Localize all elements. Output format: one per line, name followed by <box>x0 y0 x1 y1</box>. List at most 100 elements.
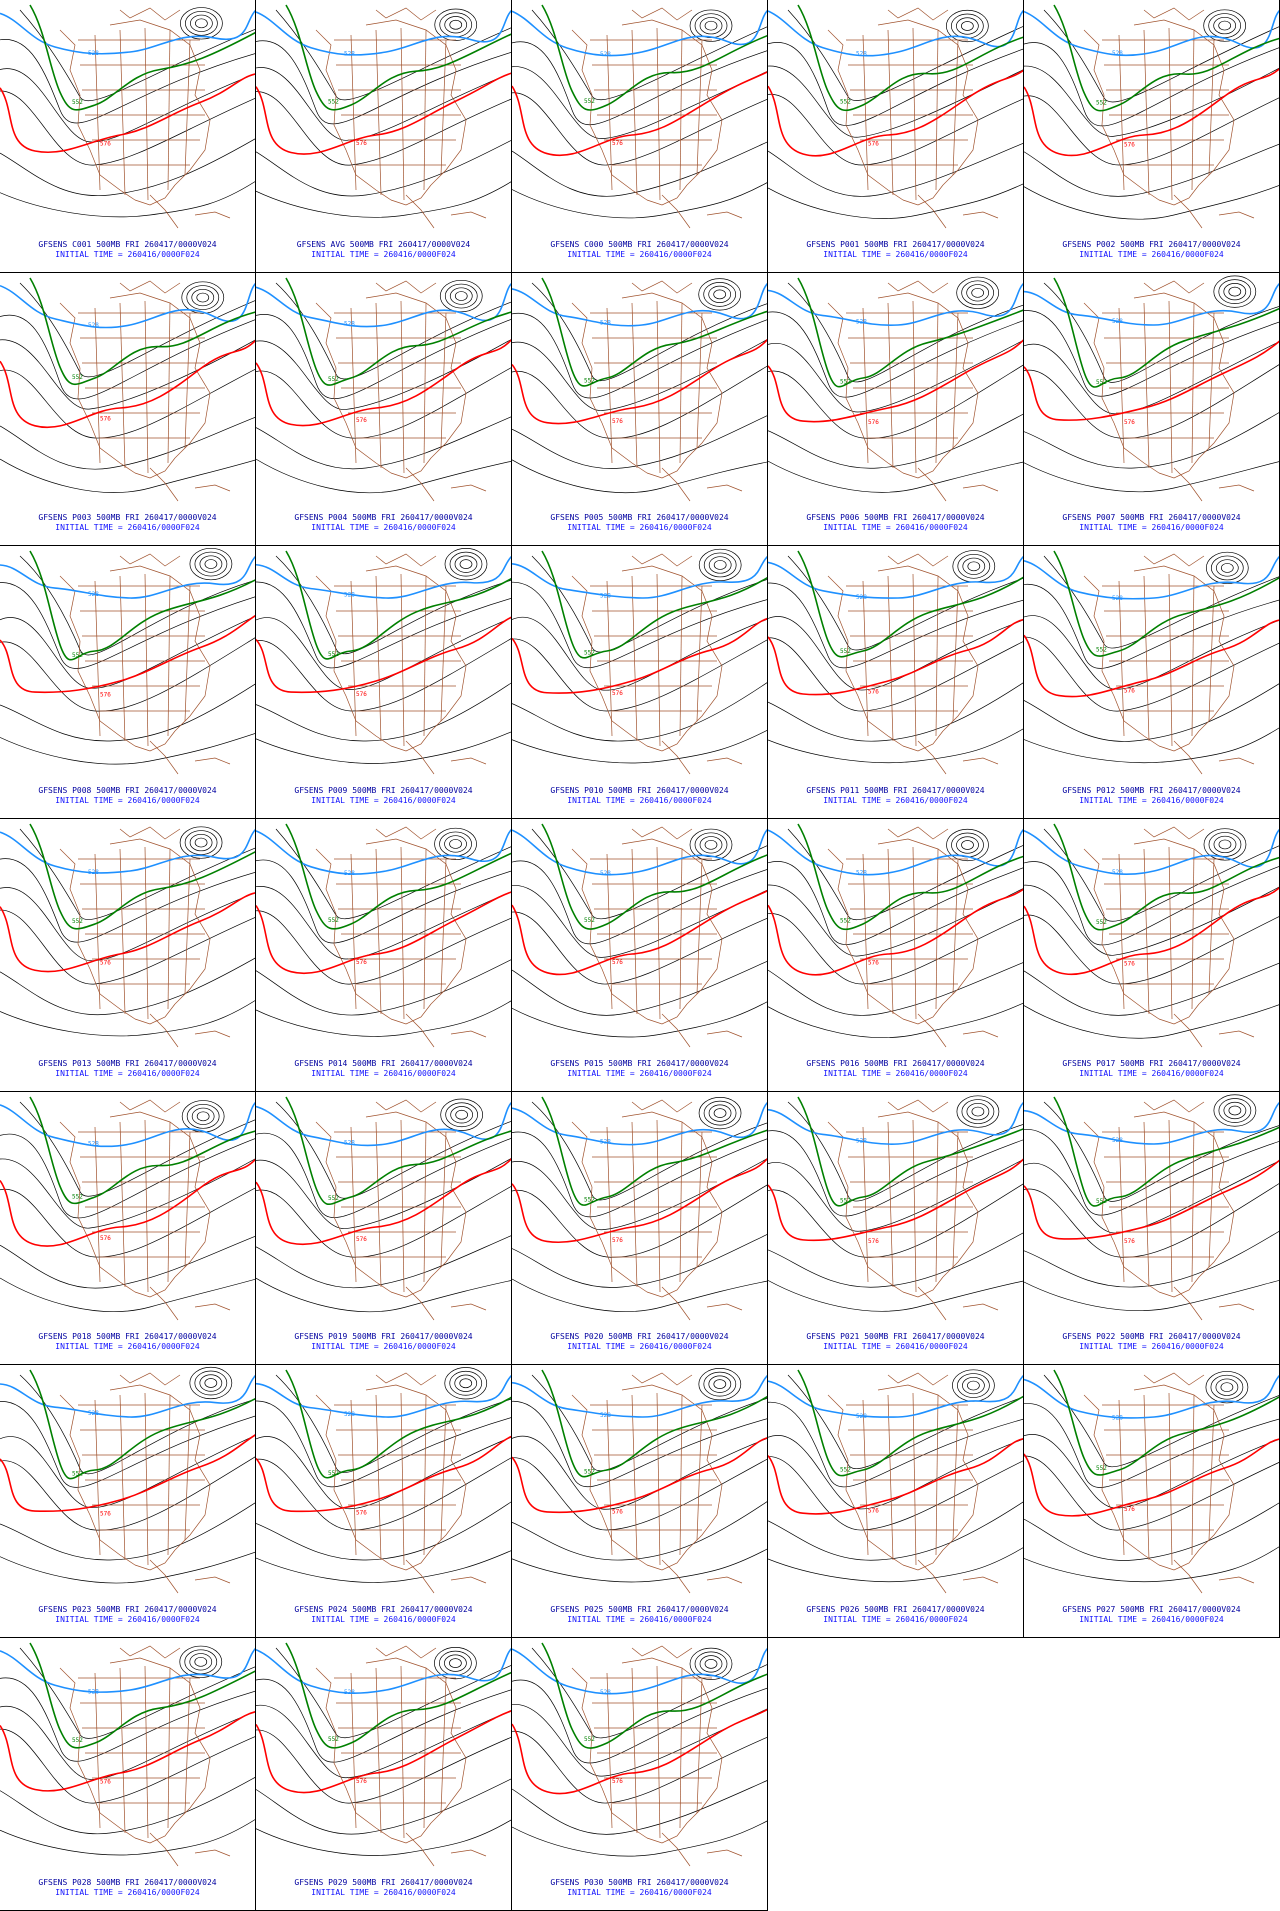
low-center-contour <box>189 1653 213 1671</box>
map-boundary-line <box>109 838 211 1005</box>
blue-528-contour <box>768 282 1023 326</box>
panel-title: GFSENS P008 500MB FRI 260417/0000V024 <box>0 786 255 795</box>
map-boundary-line <box>621 1111 723 1278</box>
map-boundary-line <box>877 1111 979 1278</box>
map-boundary-line <box>962 211 999 219</box>
map-outline-group <box>315 1645 487 1867</box>
ensemble-member-panel: 528 552 576 GFSENS P022 500MB FRI 260417/00… <box>1024 1092 1280 1365</box>
black-height-contour <box>768 364 1023 439</box>
panel-title: GFSENS C000 500MB FRI 260417/0000V024 <box>512 240 767 249</box>
black-height-contour <box>531 828 767 920</box>
black-height-contour <box>768 582 1023 669</box>
member-name: GFSENS P013 <box>38 1059 92 1068</box>
low-center-contour <box>196 1111 210 1122</box>
ensemble-member-panel: 528 552 576 GFSENS P028 500MB FRI 260417/00… <box>0 1638 256 1911</box>
panel-title: GFSENS P005 500MB FRI 260417/0000V024 <box>512 513 767 522</box>
panel-title: GFSENS P007 500MB FRI 260417/0000V024 <box>1024 513 1279 522</box>
low-center-contour <box>179 1645 223 1678</box>
map-boundary-line <box>887 1121 894 1288</box>
valid-time: FRI 260417/0000V024 <box>381 786 473 795</box>
panel-title: GFSENS P019 500MB FRI 260417/0000V024 <box>256 1332 511 1341</box>
initial-time-label: INITIAL TIME = 260416/0000F024 <box>311 1342 456 1351</box>
black-contour-group <box>1024 1371 1279 1582</box>
member-name: GFSENS P011 <box>806 786 860 795</box>
black-height-contour <box>19 1101 255 1197</box>
initial-time-label: INITIAL TIME = 260416/0000F024 <box>311 250 456 259</box>
black-height-contour <box>512 141 767 197</box>
low-center-contour <box>961 840 974 850</box>
member-name: GFSENS C001 <box>38 240 92 249</box>
black-height-contour <box>768 637 1023 712</box>
initial-time-label: INITIAL TIME = 260416/0000F024 <box>311 1888 456 1897</box>
map-outline-group <box>571 553 743 775</box>
map-boundary-line <box>194 211 231 219</box>
height-contour-map: 528 552 576 <box>256 277 511 502</box>
ensemble-member-panel: 528 552 576 GFSENS C001 500MB FRI 260417/00… <box>0 0 256 273</box>
map-boundary-line <box>887 29 894 196</box>
black-height-contour <box>512 339 767 411</box>
black-height-contour <box>512 365 767 439</box>
blue-528-contour <box>768 828 1023 876</box>
map-boundary-line <box>134 1549 176 1571</box>
blue-528-contour <box>512 1374 767 1418</box>
black-contour-group <box>256 548 511 764</box>
black-height-contour <box>512 182 767 219</box>
field-level: 500MB <box>347 1878 382 1887</box>
member-name: GFSENS P010 <box>550 786 604 795</box>
red-576-contour <box>512 890 767 976</box>
height-contour-map: 528 552 576 <box>0 547 255 775</box>
black-height-contour <box>1024 1502 1279 1561</box>
red-576-contour <box>1024 1159 1279 1240</box>
contour-label-576: 576 <box>1124 1238 1135 1245</box>
panel-title: GFSENS P012 500MB FRI 260417/0000V024 <box>1024 786 1279 795</box>
contour-label-552: 552 <box>840 918 851 925</box>
map-boundary-line <box>935 575 939 737</box>
map-boundary-line <box>1118 580 1125 737</box>
contour-label-576: 576 <box>868 1507 879 1514</box>
map-boundary-line <box>661 1559 691 1594</box>
contour-label-528: 528 <box>344 1689 355 1696</box>
panel-title: GFSENS P015 500MB FRI 260417/0000V024 <box>512 1059 767 1068</box>
map-boundary-line <box>656 846 661 1020</box>
low-center-contour <box>966 1102 990 1121</box>
black-height-contour <box>256 40 511 125</box>
black-height-contour <box>0 733 255 765</box>
map-boundary-line <box>656 1665 661 1839</box>
initial-time-label: INITIAL TIME = 260416/0000F024 <box>823 1069 968 1078</box>
map-boundary-line <box>119 1121 126 1288</box>
black-height-contour <box>768 682 1023 742</box>
field-level: 500MB <box>1115 1059 1150 1068</box>
map-boundary-line <box>661 1832 691 1867</box>
map-boundary-line <box>661 1286 691 1321</box>
black-height-contour <box>256 1436 511 1510</box>
contour-label-528: 528 <box>600 1689 611 1696</box>
map-boundary-line <box>194 484 231 492</box>
map-boundary-line <box>877 292 979 459</box>
map-boundary-line <box>194 1849 231 1857</box>
member-name: GFSENS P003 <box>38 513 92 522</box>
valid-time: FRI 260417/0000V024 <box>1149 513 1241 522</box>
field-level: 500MB <box>91 1059 126 1068</box>
contour-label-552: 552 <box>72 1737 83 1744</box>
contour-label-528: 528 <box>856 319 867 326</box>
map-boundary-line <box>94 1126 101 1283</box>
initial-time-label: INITIAL TIME = 260416/0000F024 <box>823 523 968 532</box>
contour-label-552: 552 <box>72 652 83 659</box>
map-boundary-line <box>877 19 979 186</box>
height-contour-map: 528 552 576 <box>0 277 255 502</box>
field-level: 500MB <box>859 786 894 795</box>
low-center-contour <box>960 21 974 31</box>
map-boundary-line <box>696 312 703 449</box>
contour-label-576: 576 <box>100 959 111 966</box>
map-boundary-line <box>1143 1394 1150 1561</box>
blue-528-contour <box>256 828 511 875</box>
map-boundary-line <box>1173 194 1203 229</box>
black-height-contour <box>256 140 511 197</box>
green-552-contour <box>285 1369 511 1479</box>
field-level: 500MB <box>859 513 894 522</box>
map-boundary-line <box>59 1121 136 1293</box>
black-height-contour <box>787 555 1023 651</box>
initial-time-label: INITIAL TIME = 260416/0000F024 <box>55 1342 200 1351</box>
map-boundary-line <box>902 1549 944 1571</box>
contour-label-528: 528 <box>88 1688 99 1695</box>
